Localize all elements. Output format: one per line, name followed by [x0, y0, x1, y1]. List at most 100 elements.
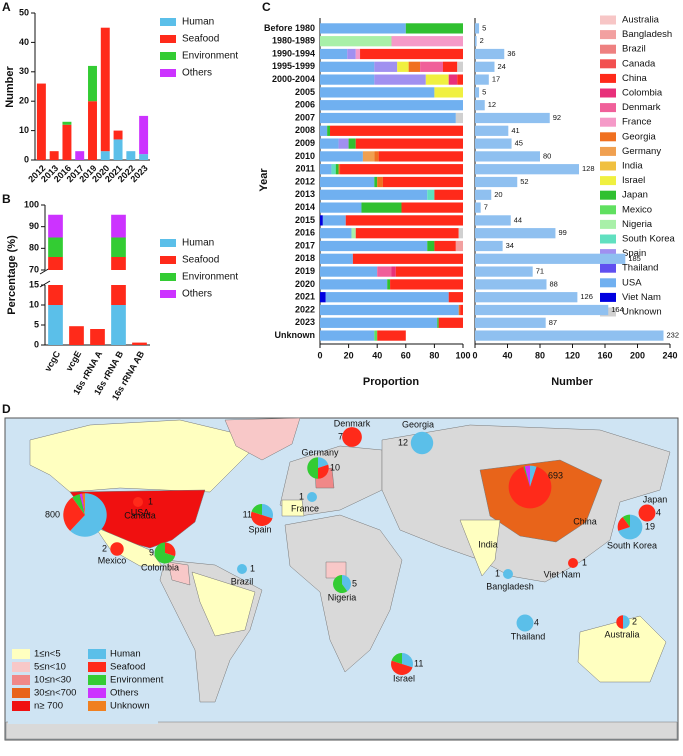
- pie-count: 1: [250, 563, 255, 573]
- legend-label: Spain: [622, 248, 646, 259]
- bar-segment: [427, 189, 435, 200]
- bar-segment: [437, 317, 439, 328]
- bar-segment: [455, 112, 463, 124]
- bar: [475, 176, 518, 188]
- country-label: France: [291, 503, 319, 513]
- pie-count: 10: [330, 462, 340, 472]
- bar-segment: [62, 121, 72, 125]
- legend-label: Environment: [182, 51, 238, 62]
- bar-segment: [460, 304, 463, 316]
- bar: [475, 151, 540, 162]
- legend-swatch: [600, 117, 616, 127]
- country-label: Japan: [643, 494, 668, 504]
- y-tick-label: 2008: [295, 125, 315, 135]
- data-label: 92: [553, 113, 561, 122]
- bar-segment: [362, 151, 375, 162]
- legend-swatch: [600, 30, 616, 40]
- bar-segment: [434, 240, 456, 252]
- data-label: 2: [480, 36, 484, 45]
- pie-slice: [332, 574, 348, 594]
- pie-slice: [110, 542, 124, 556]
- country-label: South Korea: [607, 540, 657, 550]
- legend-swatch: [160, 290, 176, 298]
- y-tick-label: 2012: [295, 176, 315, 186]
- x-tick-label: 160: [597, 350, 612, 360]
- legend-swatch: [88, 701, 106, 711]
- bar-segment: [48, 305, 63, 345]
- pie-slice: [391, 660, 413, 675]
- bar-segment: [374, 176, 378, 188]
- bar-segment: [320, 61, 375, 72]
- legend-swatch: [600, 73, 616, 83]
- panel-label: D: [2, 402, 11, 416]
- y-tick-label: 2021: [295, 292, 315, 302]
- pie-slice: [617, 516, 630, 531]
- bar-segment: [111, 257, 126, 270]
- pie-count: 11: [243, 509, 252, 519]
- y-tick-label: 10: [29, 299, 39, 309]
- bar-segment: [347, 48, 356, 60]
- bar-segment: [391, 266, 396, 277]
- country-label: Germany: [301, 447, 339, 457]
- legend-label: 10≤n<30: [34, 675, 71, 686]
- pie-slice: [251, 504, 262, 515]
- legend-label: Mexico: [622, 204, 652, 215]
- bar-segment: [338, 164, 341, 175]
- pie-count: 1: [148, 496, 153, 506]
- legend-swatch: [160, 256, 176, 264]
- bar: [475, 317, 546, 328]
- y-tick-label: Unknown: [275, 330, 316, 340]
- data-label: 80: [543, 151, 551, 160]
- bar-segment: [335, 164, 339, 175]
- y-tick-label: 5: [34, 319, 39, 329]
- y-tick-label: 0: [34, 339, 39, 349]
- y-tick-label: 10: [19, 125, 29, 135]
- greenland-shape: [224, 417, 301, 461]
- bar-segment: [320, 253, 353, 264]
- legend-swatch: [600, 263, 616, 273]
- y-tick-label: 2009: [295, 138, 315, 148]
- legend-label: USA: [622, 277, 642, 288]
- legend-swatch: [600, 278, 616, 288]
- bar-segment: [457, 74, 463, 85]
- bar-segment: [378, 151, 463, 162]
- pie-count: 11: [414, 658, 423, 668]
- data-label: 41: [511, 126, 519, 135]
- country-label: Brazil: [231, 576, 254, 586]
- legend-swatch: [12, 688, 30, 698]
- bar: [475, 279, 547, 290]
- y-tick-label: 20: [19, 96, 29, 106]
- data-label: 5: [482, 23, 486, 32]
- bar-segment: [90, 329, 105, 345]
- bar-segment: [320, 317, 438, 328]
- legend-swatch: [600, 205, 616, 215]
- bar-segment: [355, 48, 361, 60]
- bar-segment: [320, 48, 348, 60]
- data-label: 128: [582, 164, 595, 173]
- y-tick-label: 80: [29, 243, 39, 253]
- axis-break: [39, 280, 51, 288]
- bar-segment: [391, 36, 463, 47]
- data-label: 185: [628, 254, 641, 263]
- legend-swatch: [88, 662, 106, 672]
- pie-count: 1: [299, 491, 304, 501]
- y-tick-label: 30: [19, 66, 29, 76]
- bar-segment: [351, 228, 356, 239]
- pie-slice: [524, 465, 530, 487]
- y-tick-label: 1995-1999: [272, 61, 315, 71]
- legend-label: Others: [110, 688, 139, 699]
- bar-segment: [355, 228, 459, 239]
- pie-slice: [508, 466, 552, 509]
- bar-segment: [395, 266, 463, 277]
- pie-count: 2: [632, 616, 637, 626]
- bar-segment: [340, 164, 463, 175]
- legend-swatch: [600, 219, 616, 229]
- pie-slice: [79, 493, 85, 515]
- bar: [475, 100, 485, 111]
- bar-segment: [361, 202, 402, 213]
- y-tick-label: 2015: [295, 215, 315, 225]
- bar: [475, 125, 509, 136]
- pie-slice: [618, 514, 643, 540]
- bar-segment: [374, 61, 398, 72]
- legend-label: Others: [182, 68, 212, 79]
